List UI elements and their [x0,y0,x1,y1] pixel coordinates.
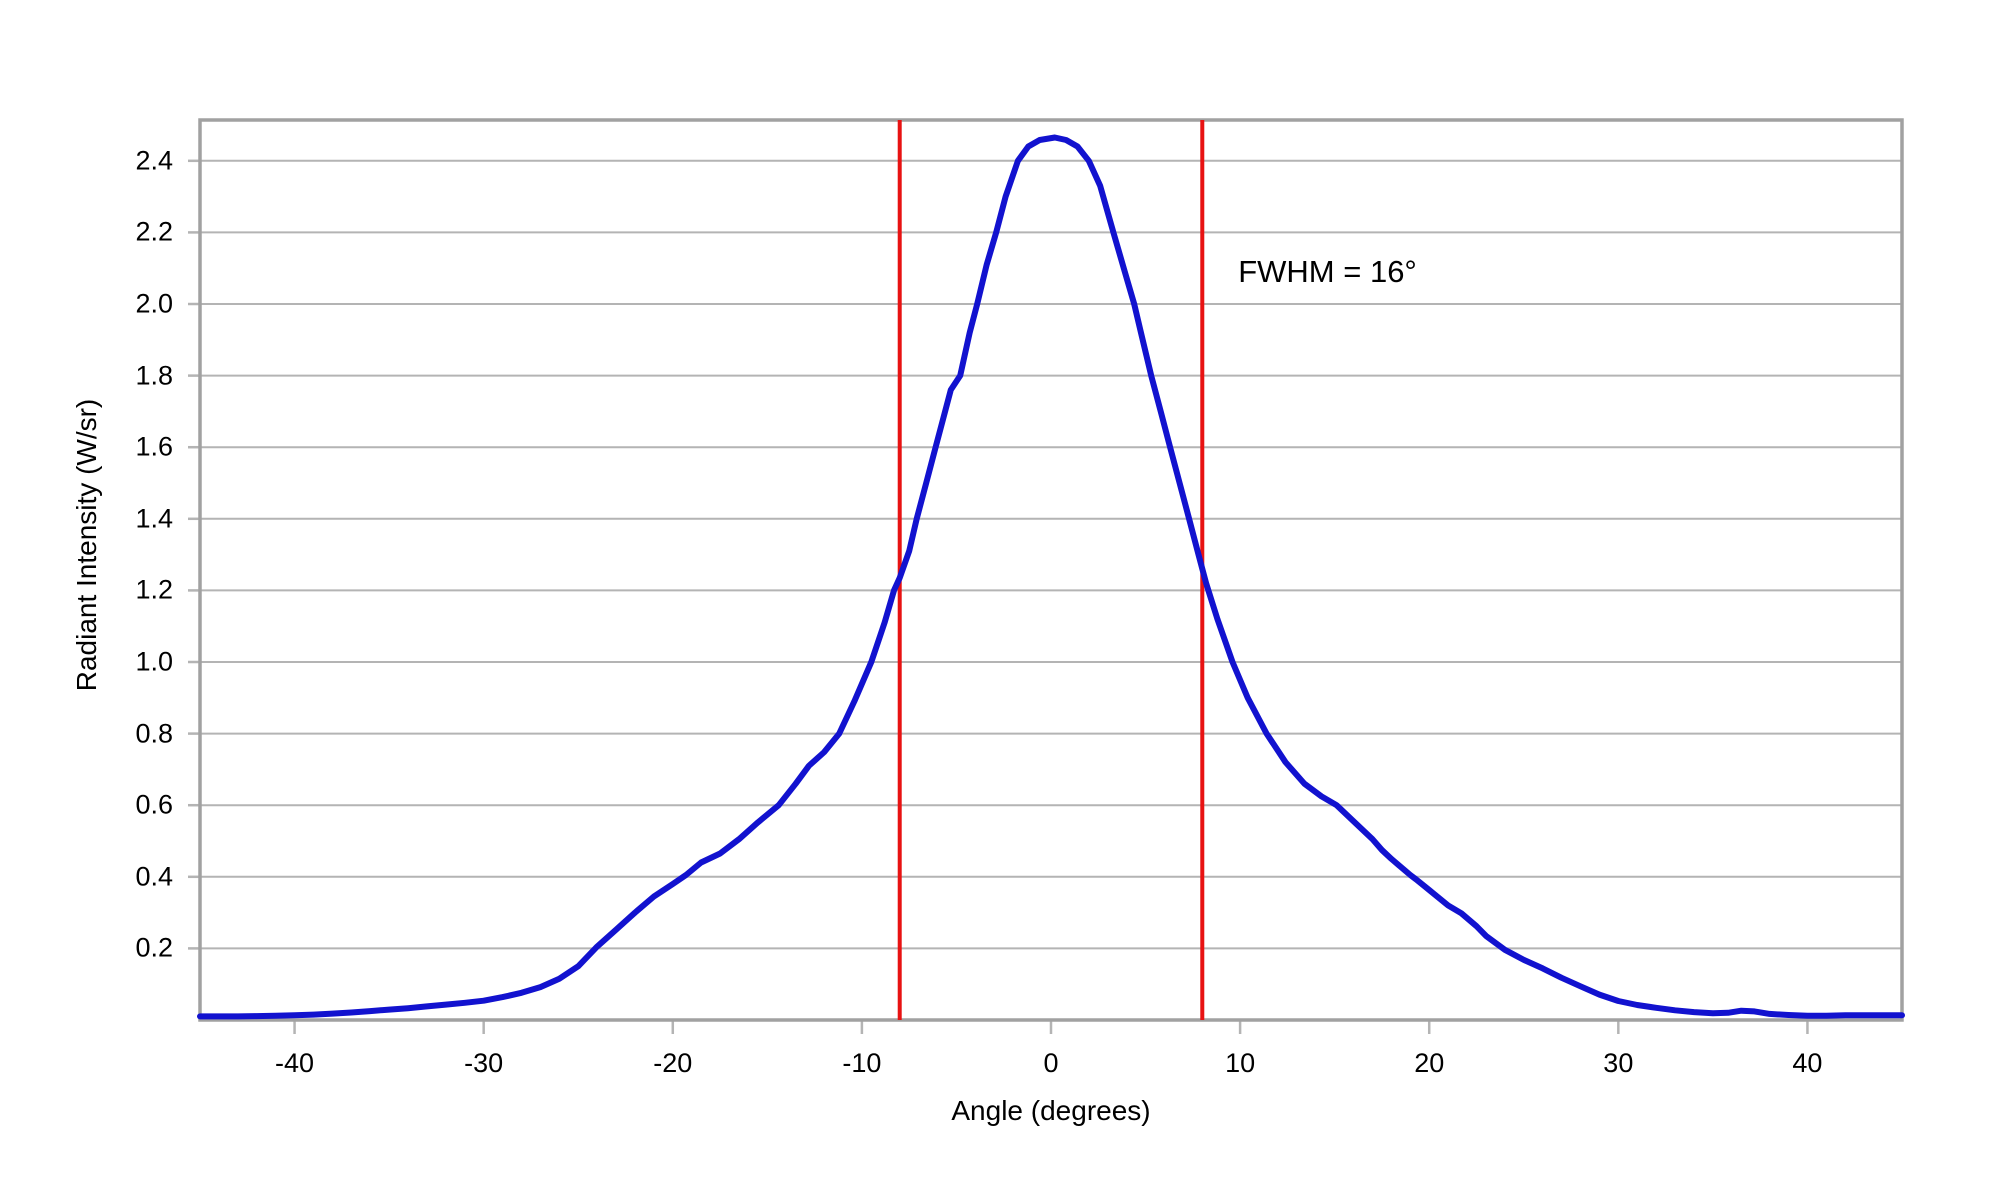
x-tick-label-40: 40 [1792,1048,1823,1078]
x-tick-label-20: 20 [1414,1048,1445,1078]
radiant-intensity-profile-curve [197,134,1905,1020]
x-tick-label-30: 30 [1603,1048,1634,1078]
x-tick-label--10: -10 [842,1048,882,1078]
fwhm-annotation: FWHM = 16° [1238,253,1417,289]
y-tick-label-1.4: 1.4 [135,503,173,534]
y-tick-label-0.6: 0.6 [135,789,173,820]
y-tick-label-2.2: 2.2 [135,216,173,247]
x-tick-label-0: 0 [1043,1048,1059,1078]
y-tick-label-1.8: 1.8 [135,360,173,391]
x-tick-label--40: -40 [275,1048,315,1078]
y-tick-label-0.2: 0.2 [135,932,173,963]
x-tick-label--30: -30 [464,1048,504,1078]
y-tick-label-0.8: 0.8 [135,718,173,749]
y-tick-label-1.2: 1.2 [135,574,173,605]
y-tick-label-1.6: 1.6 [135,431,173,462]
y-tick-label-0.4: 0.4 [135,861,173,892]
y-tick-label-2.4: 2.4 [135,145,173,176]
y-tick-label-2: 2.0 [135,288,173,319]
x-axis-title: Angle (degrees) [951,1095,1151,1126]
y-axis-title: Radiant Intensity (W/sr) [71,398,102,692]
x-tick-label-10: 10 [1225,1048,1256,1078]
x-tick-label--20: -20 [653,1048,693,1078]
y-tick-label-1: 1.0 [135,646,173,677]
plot-border [198,118,1904,1022]
